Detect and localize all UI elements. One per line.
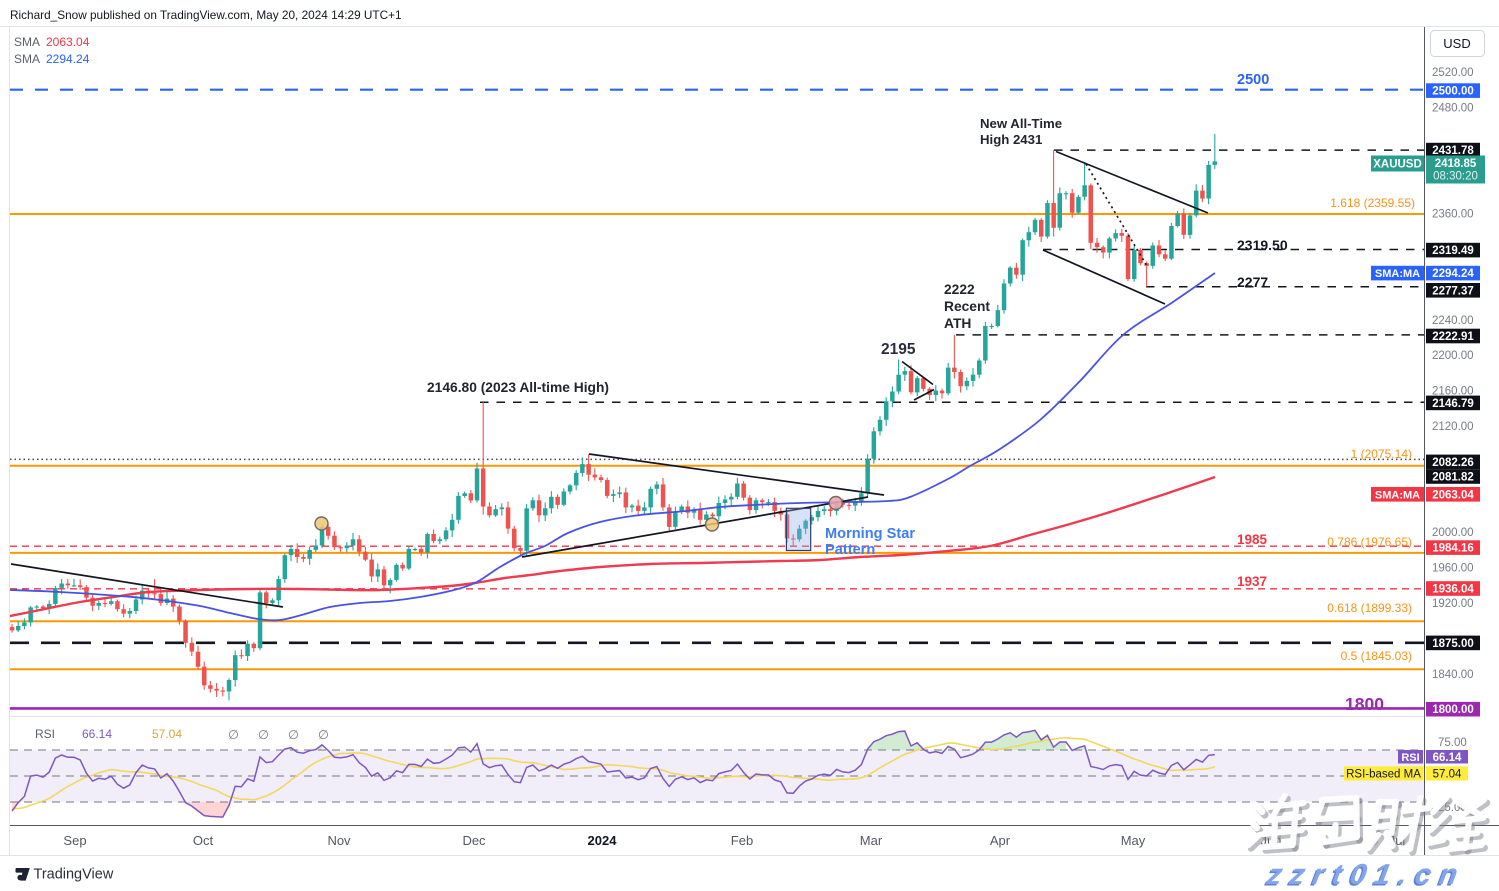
svg-text:1 (2075.14): 1 (2075.14) <box>1351 447 1412 461</box>
svg-text:1840.00: 1840.00 <box>1432 669 1474 681</box>
svg-text:RSI: RSI <box>1401 752 1419 764</box>
svg-text:2520.00: 2520.00 <box>1432 67 1474 79</box>
svg-text:2063.04: 2063.04 <box>1432 489 1474 501</box>
svg-text:2277.37: 2277.37 <box>1432 285 1474 297</box>
svg-text:0.618 (1899.33): 0.618 (1899.33) <box>1327 601 1412 615</box>
svg-text:2195: 2195 <box>881 341 916 358</box>
svg-text:1936.04: 1936.04 <box>1432 584 1474 596</box>
svg-text:2024: 2024 <box>588 833 618 848</box>
svg-text:May: May <box>1121 833 1146 848</box>
svg-text:Apr: Apr <box>990 833 1011 848</box>
svg-text:1875.00: 1875.00 <box>1432 638 1474 650</box>
svg-text:2082.26: 2082.26 <box>1432 457 1474 469</box>
svg-text:0.786 (1976.65): 0.786 (1976.65) <box>1327 535 1412 549</box>
svg-text:Feb: Feb <box>731 833 753 848</box>
svg-text:2500: 2500 <box>1237 72 1269 88</box>
svg-text:57.04: 57.04 <box>152 727 182 741</box>
svg-text:2277: 2277 <box>1237 274 1268 290</box>
svg-text:High 2431: High 2431 <box>980 132 1042 147</box>
svg-text:1800.00: 1800.00 <box>1432 704 1474 716</box>
svg-text:Oct: Oct <box>193 833 214 848</box>
svg-text:2222: 2222 <box>944 282 975 297</box>
svg-text:2200.00: 2200.00 <box>1432 350 1474 362</box>
svg-text:USD: USD <box>1443 36 1470 51</box>
svg-text:SMA: SMA <box>14 52 40 66</box>
svg-text:2063.04: 2063.04 <box>46 35 90 49</box>
svg-text:1984.16: 1984.16 <box>1432 543 1474 555</box>
svg-text:0.5 (1845.03): 0.5 (1845.03) <box>1341 649 1412 663</box>
svg-text:RSI: RSI <box>35 727 55 741</box>
svg-text:2480.00: 2480.00 <box>1432 102 1474 114</box>
svg-text:1985: 1985 <box>1237 532 1268 547</box>
svg-text:66.14: 66.14 <box>82 727 112 741</box>
svg-text:1800: 1800 <box>1345 694 1384 714</box>
svg-text:TradingView: TradingView <box>34 867 114 883</box>
svg-text:1937: 1937 <box>1237 574 1267 589</box>
svg-text:2319.50: 2319.50 <box>1237 237 1288 253</box>
svg-text:Recent: Recent <box>944 299 990 314</box>
svg-text:2146.80 (2023 All-time High): 2146.80 (2023 All-time High) <box>427 380 609 395</box>
svg-text:2160.00: 2160.00 <box>1432 386 1474 398</box>
svg-text:2120.00: 2120.00 <box>1432 421 1474 433</box>
svg-text:2240.00: 2240.00 <box>1432 315 1474 327</box>
svg-text:1960.00: 1960.00 <box>1432 563 1474 575</box>
svg-text:RSI-based MA: RSI-based MA <box>1346 768 1421 780</box>
svg-text:1.618 (2359.55): 1.618 (2359.55) <box>1330 196 1415 210</box>
svg-text:Dec: Dec <box>462 833 486 848</box>
svg-text:∅: ∅ <box>258 728 269 742</box>
svg-text:zzrt01.cn: zzrt01.cn <box>1262 861 1466 891</box>
svg-text:66.14: 66.14 <box>1433 752 1462 764</box>
svg-text:2500.00: 2500.00 <box>1432 86 1474 98</box>
svg-text:SMA: SMA <box>14 35 40 49</box>
svg-text:∅: ∅ <box>288 728 299 742</box>
svg-text:2431.78: 2431.78 <box>1432 145 1474 157</box>
svg-text:2222.91: 2222.91 <box>1432 331 1474 343</box>
svg-text:Nov: Nov <box>327 833 351 848</box>
svg-text:XAUUSD: XAUUSD <box>1373 159 1422 171</box>
svg-text:2319.49: 2319.49 <box>1432 245 1474 257</box>
svg-text:zzrt01.cn: zzrt01.cn <box>1264 859 1468 891</box>
svg-text:2360.00: 2360.00 <box>1432 209 1474 221</box>
svg-text:SMA:MA: SMA:MA <box>1375 268 1420 280</box>
svg-text:∅: ∅ <box>318 728 329 742</box>
svg-text:Mar: Mar <box>860 833 883 848</box>
svg-text:2294.24: 2294.24 <box>46 52 90 66</box>
svg-text:Richard_Snow published on Trad: Richard_Snow published on TradingView.co… <box>10 8 402 22</box>
svg-text:2294.24: 2294.24 <box>1432 268 1474 280</box>
svg-text:08:30:20: 08:30:20 <box>1433 171 1478 183</box>
svg-text:Pattern: Pattern <box>825 542 875 558</box>
svg-text:ATH: ATH <box>944 316 971 331</box>
svg-text:2000.00: 2000.00 <box>1432 527 1474 539</box>
svg-text:75.00: 75.00 <box>1438 737 1467 749</box>
svg-text:1920.00: 1920.00 <box>1432 598 1474 610</box>
svg-text:New All-Time: New All-Time <box>980 116 1062 131</box>
svg-text:2418.85: 2418.85 <box>1435 158 1477 170</box>
svg-text:2146.79: 2146.79 <box>1432 398 1474 410</box>
svg-text:SMA:MA: SMA:MA <box>1375 489 1420 501</box>
svg-text:57.04: 57.04 <box>1433 768 1462 780</box>
svg-text:Morning Star: Morning Star <box>825 526 915 542</box>
svg-text:Sep: Sep <box>63 833 86 848</box>
svg-text:2081.82: 2081.82 <box>1432 472 1474 484</box>
svg-text:∅: ∅ <box>228 728 239 742</box>
